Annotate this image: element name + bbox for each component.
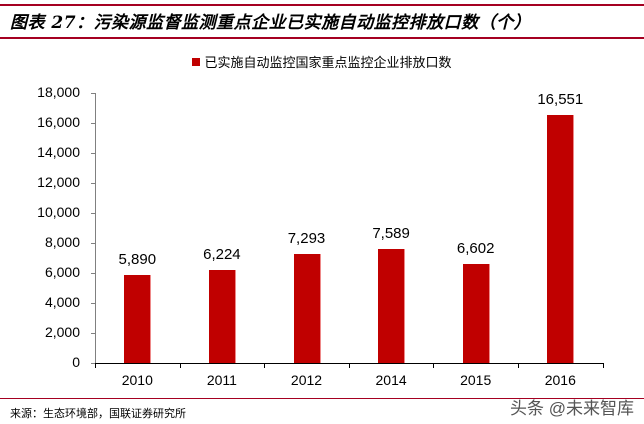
x-tick xyxy=(348,363,350,368)
legend-label: 已实施自动监控国家重点监控企业排放口数 xyxy=(204,56,452,71)
y-tick xyxy=(91,333,95,334)
y-tick-label: 12,000 xyxy=(37,174,80,190)
y-tick xyxy=(91,213,95,214)
bar-2012 xyxy=(293,253,321,363)
y-tick xyxy=(91,123,95,124)
x-tick-label: 2010 xyxy=(121,372,153,388)
bar-2011 xyxy=(208,269,236,363)
bar-2010 xyxy=(124,274,152,363)
x-tick xyxy=(179,363,181,368)
value-label: 16,551 xyxy=(537,90,584,108)
value-label: 6,224 xyxy=(203,245,241,263)
footer-rule xyxy=(0,398,644,399)
y-tick xyxy=(91,363,95,364)
x-tick-label: 2012 xyxy=(290,372,323,388)
x-tick-label: 2015 xyxy=(460,372,492,388)
x-tick xyxy=(95,363,96,368)
y-tick xyxy=(91,153,95,154)
top-rule xyxy=(0,4,644,6)
y-tick-label: 18,000 xyxy=(37,84,80,100)
x-tick xyxy=(433,363,435,368)
title-underline xyxy=(0,37,644,39)
watermark: 头条 @未来智库 xyxy=(510,399,634,418)
y-tick-label: 0 xyxy=(72,354,80,370)
x-tick-label: 2014 xyxy=(375,372,407,388)
legend: 已实施自动监控国家重点监控企业排放口数 xyxy=(0,52,644,71)
y-tick xyxy=(91,243,95,244)
source-note: 来源：生态环境部，国联证券研究所 xyxy=(10,407,186,420)
x-tick xyxy=(264,363,266,368)
value-label: 5,890 xyxy=(118,250,157,268)
x-tick xyxy=(518,363,519,368)
chart-title: 图表 27：污染源监督监测重点企业已实施自动监控排放口数（个） xyxy=(10,13,532,33)
value-label: 7,589 xyxy=(372,225,410,243)
value-label: 7,293 xyxy=(287,229,326,247)
y-axis xyxy=(95,93,96,364)
x-tick-label: 2016 xyxy=(544,372,576,388)
x-tick-label: 2011 xyxy=(206,372,237,388)
value-label: 6,602 xyxy=(456,239,495,257)
y-tick xyxy=(91,303,95,304)
legend-swatch xyxy=(192,58,201,66)
y-tick-label: 16,000 xyxy=(37,114,80,130)
y-tick xyxy=(91,93,95,94)
y-tick-label: 10,000 xyxy=(37,204,80,220)
x-tick xyxy=(602,363,604,368)
y-tick xyxy=(91,183,95,184)
bar-2014 xyxy=(378,249,406,363)
y-tick-label: 6,000 xyxy=(44,264,80,280)
y-tick-label: 2,000 xyxy=(44,324,80,340)
y-tick-label: 4,000 xyxy=(44,294,80,310)
y-tick xyxy=(91,273,95,274)
y-tick-label: 14,000 xyxy=(37,144,80,160)
bar-2016 xyxy=(547,114,575,363)
bar-2015 xyxy=(462,263,490,363)
y-tick-label: 8,000 xyxy=(44,234,80,250)
